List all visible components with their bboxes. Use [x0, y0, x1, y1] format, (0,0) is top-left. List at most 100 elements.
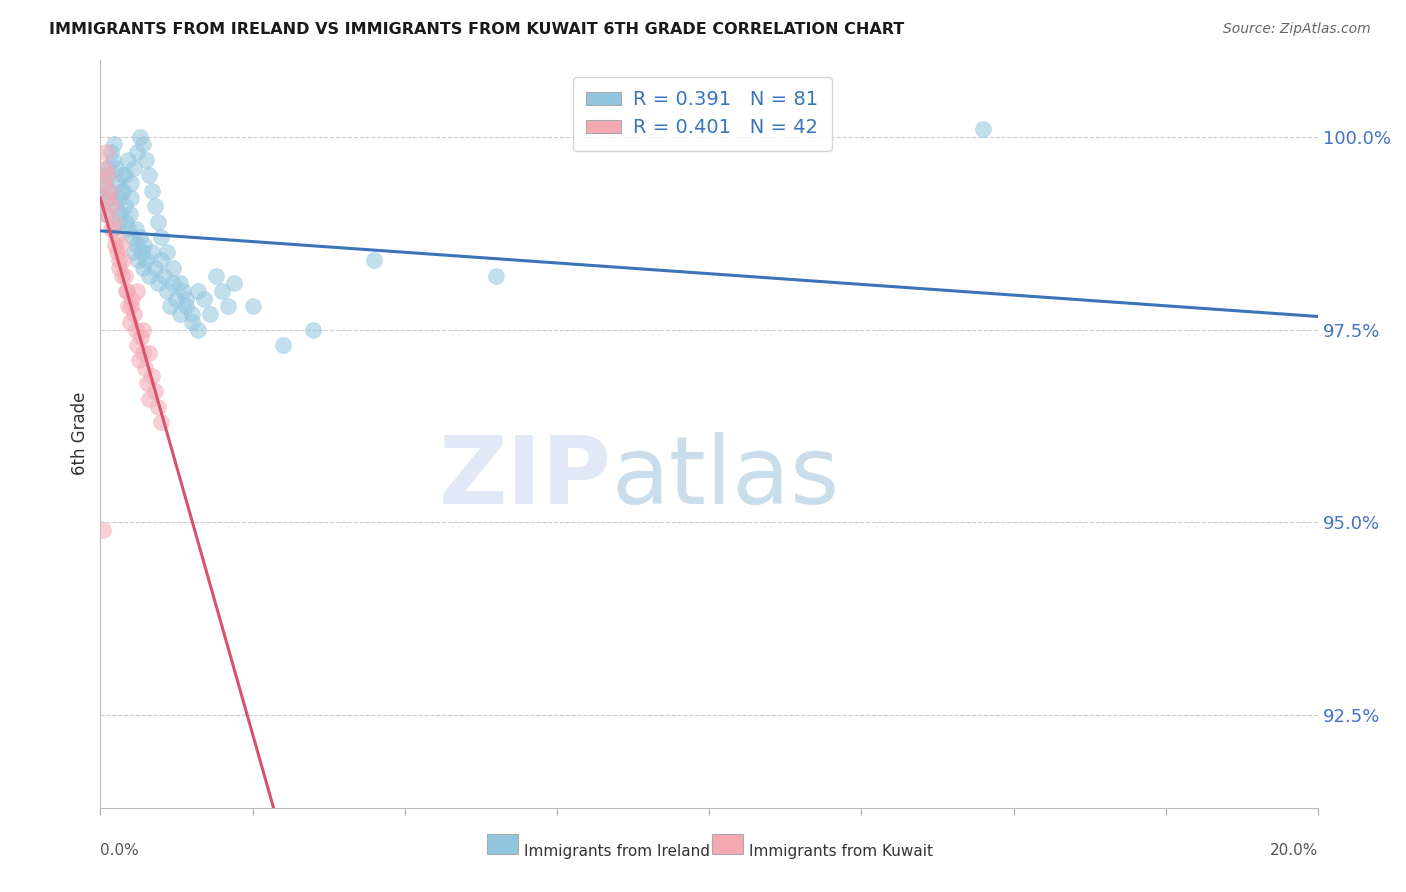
Point: [131, 245, 153, 260]
Point: [271, 338, 294, 352]
Point: [972, 122, 994, 136]
Point: [98, 184, 121, 198]
Point: [103, 214, 125, 228]
Point: [98, 184, 121, 198]
Point: [135, 253, 157, 268]
Point: [148, 214, 170, 228]
Point: [96, 207, 118, 221]
Point: [124, 322, 146, 336]
Point: [120, 315, 142, 329]
Point: [180, 315, 202, 329]
Point: [107, 253, 129, 268]
Point: [166, 292, 188, 306]
Point: [114, 199, 136, 213]
Point: [135, 376, 157, 391]
Point: [96, 176, 118, 190]
Point: [132, 345, 155, 359]
Point: [198, 307, 221, 321]
Point: [112, 184, 135, 198]
Text: 20.0%: 20.0%: [1270, 843, 1319, 858]
Point: [138, 168, 160, 182]
Point: [156, 284, 179, 298]
Point: [125, 145, 148, 160]
Point: [150, 253, 173, 268]
Point: [96, 145, 118, 160]
Point: [118, 207, 141, 221]
Point: [93, 191, 115, 205]
Point: [101, 153, 124, 167]
Point: [143, 260, 166, 275]
Point: [205, 268, 228, 283]
Point: [100, 145, 122, 160]
Point: [174, 299, 197, 313]
Point: [104, 161, 127, 175]
Point: [138, 345, 160, 359]
Text: Source: ZipAtlas.com: Source: ZipAtlas.com: [1223, 22, 1371, 37]
Point: [108, 260, 131, 275]
Point: [110, 237, 132, 252]
Point: [174, 292, 197, 306]
Point: [115, 284, 138, 298]
Text: IMMIGRANTS FROM IRELAND VS IMMIGRANTS FROM KUWAIT 6TH GRADE CORRELATION CHART: IMMIGRANTS FROM IRELAND VS IMMIGRANTS FR…: [49, 22, 904, 37]
Point: [117, 299, 139, 313]
Point: [134, 237, 156, 252]
Point: [121, 230, 143, 244]
Point: [169, 277, 191, 291]
Point: [132, 322, 155, 336]
Point: [114, 168, 136, 182]
Point: [128, 353, 150, 368]
Point: [107, 214, 129, 228]
Point: [108, 207, 131, 221]
Point: [97, 191, 120, 205]
Point: [91, 176, 114, 190]
Point: [117, 153, 139, 167]
Point: [180, 307, 202, 321]
Point: [159, 299, 181, 313]
Text: atlas: atlas: [612, 433, 839, 524]
Point: [105, 245, 128, 260]
Point: [93, 161, 115, 175]
Point: [111, 268, 134, 283]
Point: [138, 392, 160, 406]
Point: [141, 368, 163, 383]
Point: [104, 199, 127, 213]
Point: [143, 384, 166, 399]
Point: [111, 253, 134, 268]
Point: [162, 277, 184, 291]
Point: [224, 277, 246, 291]
Point: [187, 322, 209, 336]
Text: 0.0%: 0.0%: [100, 843, 139, 858]
Point: [94, 168, 117, 182]
Point: [125, 237, 148, 252]
Point: [117, 222, 139, 236]
Point: [150, 230, 173, 244]
Text: ZIP: ZIP: [439, 433, 612, 524]
Text: Immigrants from Kuwait: Immigrants from Kuwait: [748, 844, 932, 859]
Point: [363, 253, 385, 268]
Point: [122, 245, 145, 260]
Point: [91, 523, 114, 537]
Point: [121, 292, 143, 306]
Point: [211, 284, 233, 298]
Point: [107, 191, 129, 205]
Point: [114, 268, 136, 283]
Point: [148, 400, 170, 414]
Point: [103, 137, 125, 152]
Y-axis label: 6th Grade: 6th Grade: [72, 392, 89, 475]
Point: [122, 161, 145, 175]
Point: [115, 284, 138, 298]
Point: [187, 284, 209, 298]
Point: [127, 338, 149, 352]
Point: [129, 129, 152, 144]
Point: [125, 284, 148, 298]
Point: [242, 299, 264, 313]
Point: [120, 176, 142, 190]
Point: [141, 184, 163, 198]
Point: [129, 330, 152, 344]
Point: [162, 260, 184, 275]
Point: [101, 199, 124, 213]
Point: [148, 277, 170, 291]
Point: [94, 207, 117, 221]
Point: [129, 230, 152, 244]
Point: [115, 214, 138, 228]
